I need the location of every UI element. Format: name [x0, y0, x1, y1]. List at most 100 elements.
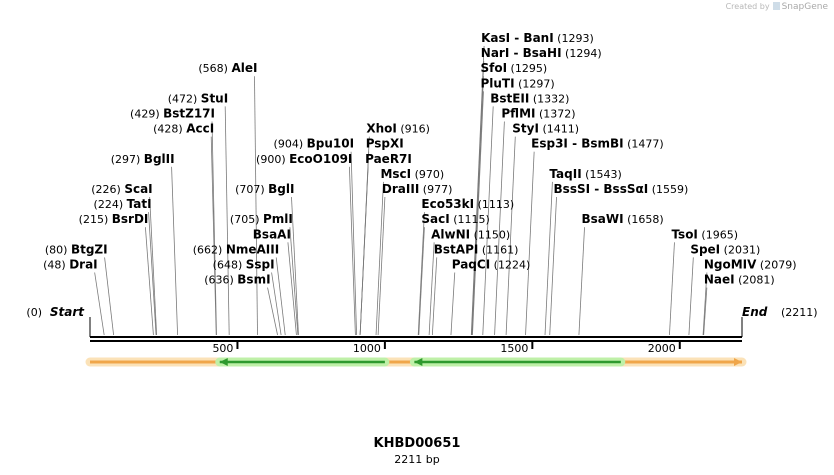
site-position: (1543)	[582, 168, 622, 181]
start-position: (0)	[26, 306, 42, 319]
site-label: (904) Bpu10I	[274, 137, 355, 151]
site-label: BsaAI	[253, 227, 291, 241]
site-position: (1293)	[554, 32, 594, 45]
site-position: (568)	[198, 62, 231, 75]
site-line	[702, 272, 708, 336]
site-labels: (48) DraI (80) BtgZI (215) BsrDI(224) TatI…	[43, 31, 796, 287]
site-line	[525, 151, 535, 336]
site-position: (48)	[43, 259, 69, 272]
site-enzyme: BstZ17I	[163, 107, 215, 121]
site-label: NaeI (2081)	[704, 273, 775, 287]
site-line	[688, 257, 694, 336]
site-line	[417, 212, 425, 336]
site-position: (705)	[230, 213, 263, 226]
site-line	[450, 272, 456, 336]
site-enzyme: DraIII	[382, 182, 419, 196]
site-position: (900)	[256, 153, 289, 166]
site-line	[494, 121, 505, 336]
ruler-tick-label: 1000	[353, 342, 381, 355]
site-enzyme: TaqII	[549, 167, 581, 181]
site-enzyme: KasI - BanI	[481, 31, 554, 45]
backbone-arrow-head	[734, 358, 742, 366]
credit-prefix: Created by	[725, 2, 770, 11]
site-line	[271, 272, 282, 336]
site-label: (705) PmlI	[230, 212, 293, 226]
ruler-ticks: 500 1000 1500 2000	[212, 341, 681, 355]
site-label: (707) BglI	[235, 182, 294, 196]
site-label: PspXI	[366, 137, 404, 151]
ruler-tick-label: 500	[212, 342, 233, 355]
site-enzyme: SpeI	[690, 242, 720, 256]
site-label: (215) BsrDI	[79, 212, 149, 226]
credit: Created by SnapGene	[726, 2, 828, 12]
snapgene-logo-icon	[772, 2, 780, 10]
site-position: (215)	[79, 213, 112, 226]
site-line	[377, 196, 386, 336]
site-position: (1161)	[478, 243, 518, 256]
site-line	[171, 166, 178, 336]
site-label: BsaWI (1658)	[582, 212, 664, 226]
ruler-tick-label: 2000	[648, 342, 676, 355]
site-enzyme: SacI	[421, 212, 449, 226]
site-label: BssSI - BssSαI (1559)	[554, 182, 689, 196]
site-enzyme: BsaWI	[582, 212, 624, 226]
end-position: (2211)	[781, 306, 818, 319]
site-position: (1477)	[624, 138, 664, 151]
site-position: (2079)	[756, 259, 796, 272]
orf-right-head	[414, 358, 423, 366]
site-position: (1372)	[535, 108, 575, 121]
site-label: SfoI (1295)	[480, 61, 547, 75]
site-label: PluTI (1297)	[480, 76, 554, 90]
site-enzyme: PluTI	[480, 76, 514, 90]
site-lines	[94, 45, 708, 336]
site-label: (636) BsmI	[204, 273, 270, 287]
site-enzyme: AleI	[231, 61, 257, 75]
site-enzyme: MscI	[380, 167, 411, 181]
site-line	[375, 181, 384, 336]
site-label: Eco53kI (1113)	[421, 197, 514, 211]
site-label: AlwNI (1150)	[431, 227, 510, 241]
site-label: DraIII (977)	[382, 182, 452, 196]
site-label: KasI - BanI (1293)	[481, 31, 594, 45]
site-enzyme: TsoI	[671, 227, 697, 241]
site-line	[104, 257, 114, 336]
map-title: KHBD00651	[373, 436, 461, 451]
site-line	[267, 287, 278, 336]
site-label: (568) AleI	[198, 61, 257, 75]
site-enzyme: TatI	[127, 197, 152, 211]
site-line	[428, 242, 435, 336]
site-line	[275, 257, 286, 336]
site-label: BstEII (1332)	[490, 91, 569, 105]
site-position: (1411)	[539, 123, 579, 136]
site-position: (1658)	[624, 213, 664, 226]
site-enzyme: XhoI	[366, 122, 397, 136]
site-label: StyI (1411)	[512, 122, 579, 136]
site-position: (707)	[235, 183, 268, 196]
site-label: (472) StuI	[168, 91, 228, 105]
site-enzyme: DraI	[69, 258, 97, 272]
site-label: (48) DraI	[43, 258, 98, 272]
site-line	[578, 227, 585, 336]
map-length: 2211 bp	[394, 453, 440, 466]
site-position: (970)	[411, 168, 444, 181]
site-enzyme: BstEII	[490, 91, 529, 105]
site-enzyme: AlwNI	[431, 227, 470, 241]
site-line	[359, 166, 369, 336]
start-label: Start	[50, 305, 85, 319]
site-enzyme: BstAPI	[434, 242, 479, 256]
site-enzyme: PaeR7I	[365, 152, 412, 166]
site-position: (297)	[111, 153, 144, 166]
site-enzyme: AccI	[186, 122, 214, 136]
site-label: (297) BglII	[111, 152, 175, 166]
site-label: NgoMIV (2079)	[704, 258, 797, 272]
site-line	[210, 136, 217, 336]
site-position: (1224)	[490, 259, 530, 272]
site-line	[291, 196, 299, 336]
site-enzyme: Bpu10I	[307, 137, 354, 151]
site-label: (224) TatI	[94, 197, 152, 211]
site-line	[94, 272, 105, 336]
site-line	[418, 227, 425, 336]
site-position: (904)	[274, 138, 307, 151]
site-enzyme: BsmI	[237, 273, 270, 287]
site-enzyme: EcoO109I	[289, 152, 352, 166]
